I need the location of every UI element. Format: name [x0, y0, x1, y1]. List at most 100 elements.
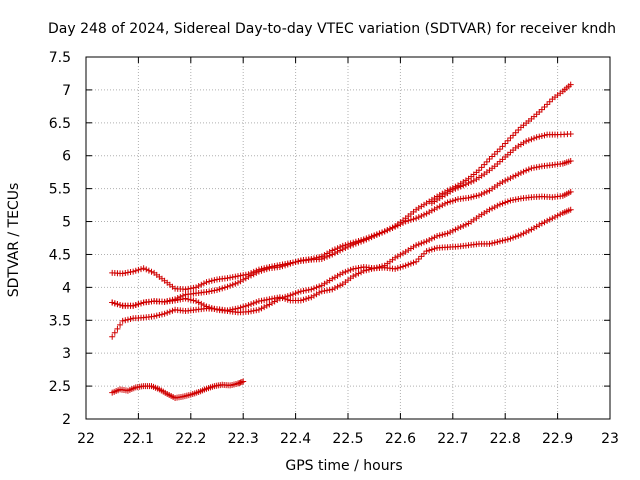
data-point [334, 272, 341, 279]
x-axis-label: GPS time / hours [285, 458, 402, 474]
data-point [413, 258, 420, 265]
data-point [481, 161, 488, 168]
data-point [242, 302, 249, 309]
data-point [240, 276, 247, 283]
data-point [248, 272, 255, 279]
data-point [441, 200, 448, 207]
data-point [486, 240, 493, 247]
data-point [316, 289, 323, 296]
data-point [255, 268, 262, 275]
data-point [520, 230, 527, 237]
data-point [153, 312, 160, 319]
data-point [538, 106, 545, 113]
series-track-5 [428, 131, 574, 207]
data-point [308, 294, 315, 301]
data-point [198, 281, 205, 288]
data-point [431, 234, 438, 241]
data-point [240, 303, 247, 310]
data-point [339, 242, 346, 249]
x-tick-label: 22 [77, 431, 95, 447]
data-point [476, 167, 482, 174]
data-point [326, 248, 333, 255]
data-point [274, 297, 281, 304]
data-point [517, 169, 524, 176]
data-point [439, 202, 446, 209]
data-point [339, 269, 346, 276]
data-point [462, 221, 469, 228]
data-point [449, 227, 456, 234]
y-axis-label: SDTVAR / TECUs [6, 183, 22, 298]
y-tick-label: 3.5 [49, 313, 71, 329]
data-point [245, 302, 252, 309]
data-point [114, 325, 121, 332]
data-point [266, 301, 273, 308]
data-point [491, 204, 498, 211]
data-point [533, 223, 540, 230]
data-point [253, 269, 260, 276]
data-point [379, 263, 386, 270]
data-point [541, 132, 548, 139]
data-point [355, 237, 362, 244]
y-tick-label: 3 [62, 346, 71, 362]
y-tick-label: 7 [62, 83, 71, 99]
data-point [460, 222, 467, 229]
data-point [413, 242, 420, 249]
data-point [470, 193, 477, 200]
data-point [310, 292, 317, 299]
data-point [551, 213, 558, 220]
data-point [166, 297, 173, 304]
data-point [504, 137, 511, 144]
data-point [405, 217, 412, 224]
data-point [394, 253, 401, 260]
data-point [169, 296, 176, 303]
data-point [284, 261, 291, 268]
data-point [313, 254, 320, 261]
data-point [250, 300, 257, 307]
data-point [400, 250, 407, 257]
data-point [117, 301, 124, 308]
data-point [428, 207, 435, 214]
data-point [483, 188, 490, 195]
data-point [289, 259, 296, 266]
data-point [295, 289, 302, 296]
data-point [331, 246, 338, 253]
x-tick-labels: 22 22.1 22.2 22.3 22.4 22.5 22.6 22.7 22.8 22.9 23 [77, 431, 619, 447]
data-point [119, 317, 126, 324]
y-tick-label: 6.5 [49, 116, 71, 132]
data-point [415, 214, 422, 221]
y-tick-label: 7.5 [49, 50, 71, 66]
data-point [206, 278, 213, 285]
data-point [156, 312, 163, 319]
data-point [494, 202, 501, 209]
data-point [143, 266, 150, 273]
data-point [255, 306, 262, 313]
data-point [507, 175, 514, 182]
data-point [554, 212, 561, 219]
data-point [161, 310, 168, 317]
data-point [499, 143, 506, 150]
data-point [502, 177, 509, 184]
data-point [478, 164, 485, 171]
data-point [423, 248, 430, 255]
data-point [211, 305, 218, 312]
data-point [507, 235, 514, 242]
data-point [546, 216, 553, 223]
data-point [214, 286, 220, 293]
data-point [489, 240, 496, 247]
y-tick-label: 2 [62, 412, 71, 428]
data-point [504, 176, 511, 183]
data-point [195, 299, 202, 306]
data-point [316, 283, 323, 290]
data-point [289, 291, 296, 298]
data-point [145, 267, 152, 274]
data-point [250, 271, 257, 278]
data-point [132, 267, 139, 274]
data-point [329, 286, 336, 293]
data-point [489, 205, 496, 212]
data-point [363, 235, 370, 242]
data-point [397, 251, 404, 258]
data-point [334, 283, 341, 290]
data-point [496, 146, 503, 153]
data-point [436, 203, 443, 210]
data-point [502, 199, 509, 206]
